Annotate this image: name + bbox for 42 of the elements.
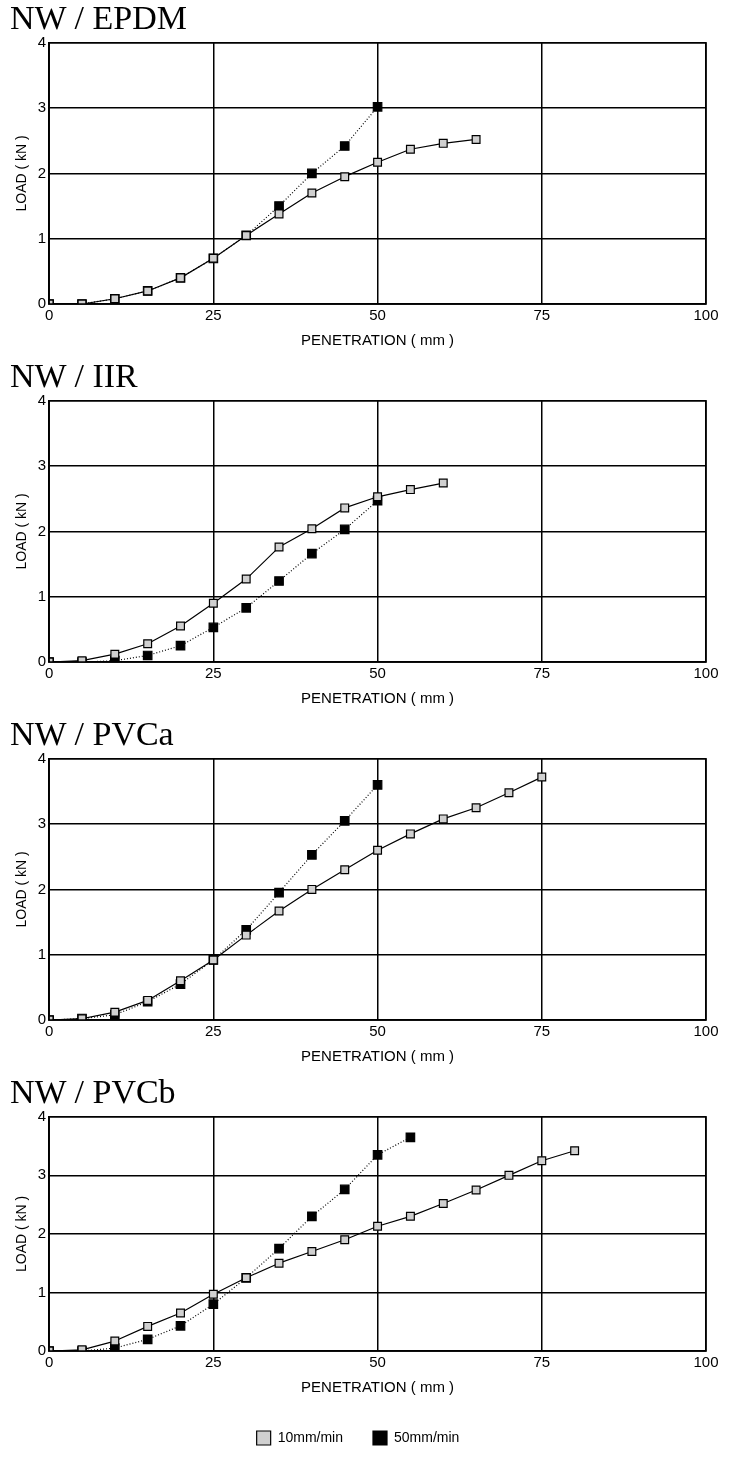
x-tick-label: 25 bbox=[205, 1022, 222, 1040]
y-tick-label: 1 bbox=[37, 586, 47, 604]
x-axis-title: PENETRATION ( mm ) bbox=[301, 1378, 455, 1396]
y-axis-title: LOAD ( kN ) bbox=[13, 851, 30, 928]
y-axis-title: LOAD ( kN ) bbox=[13, 1195, 30, 1273]
x-tick-label: 75 bbox=[533, 664, 551, 682]
x-axis-title: PENETRATION ( mm ) bbox=[301, 1047, 455, 1065]
y-tick-label: 1 bbox=[37, 944, 47, 962]
legend-label: 50mm/min bbox=[394, 1428, 460, 1445]
y-tick-label: 3 bbox=[37, 98, 47, 116]
x-tick-label: 100 bbox=[693, 1022, 719, 1040]
y-tick-label: 3 bbox=[37, 1165, 47, 1183]
x-tick-label: 25 bbox=[205, 306, 222, 324]
y-tick-label: 0 bbox=[37, 1010, 47, 1028]
x-tick-label: 100 bbox=[693, 664, 719, 682]
y-tick-label: 3 bbox=[37, 456, 47, 474]
x-tick-label: 50 bbox=[369, 1022, 386, 1040]
y-tick-label: 2 bbox=[37, 521, 47, 539]
x-axis-title: PENETRATION ( mm ) bbox=[301, 689, 455, 707]
y-axis-title: LOAD ( kN ) bbox=[13, 135, 30, 212]
x-tick-label: 50 bbox=[369, 664, 386, 682]
y-tick-label: 1 bbox=[37, 228, 47, 246]
y-tick-label: 0 bbox=[37, 652, 47, 670]
x-tick-label: 100 bbox=[693, 1353, 719, 1371]
y-axis-title: LOAD ( kN ) bbox=[13, 493, 30, 570]
x-tick-label: 100 bbox=[693, 306, 719, 324]
x-tick-label: 50 bbox=[369, 306, 386, 324]
legend-label: 10mm/min bbox=[277, 1428, 344, 1445]
y-tick-label: 0 bbox=[37, 294, 47, 312]
y-tick-label: 0 bbox=[37, 1341, 47, 1359]
y-tick-label: 2 bbox=[37, 1224, 47, 1242]
x-tick-label: 75 bbox=[533, 1022, 551, 1040]
x-tick-label: 50 bbox=[369, 1353, 386, 1371]
y-tick-label: 2 bbox=[37, 879, 47, 897]
x-axis-title: PENETRATION ( mm ) bbox=[301, 331, 455, 349]
x-tick-label: 75 bbox=[533, 306, 551, 324]
x-tick-label: 75 bbox=[533, 1353, 551, 1371]
y-tick-label: 1 bbox=[37, 1282, 47, 1300]
x-tick-label: 25 bbox=[205, 664, 222, 682]
x-tick-label: 25 bbox=[205, 1353, 222, 1371]
y-tick-label: 2 bbox=[37, 163, 47, 181]
y-tick-label: 3 bbox=[37, 814, 47, 832]
